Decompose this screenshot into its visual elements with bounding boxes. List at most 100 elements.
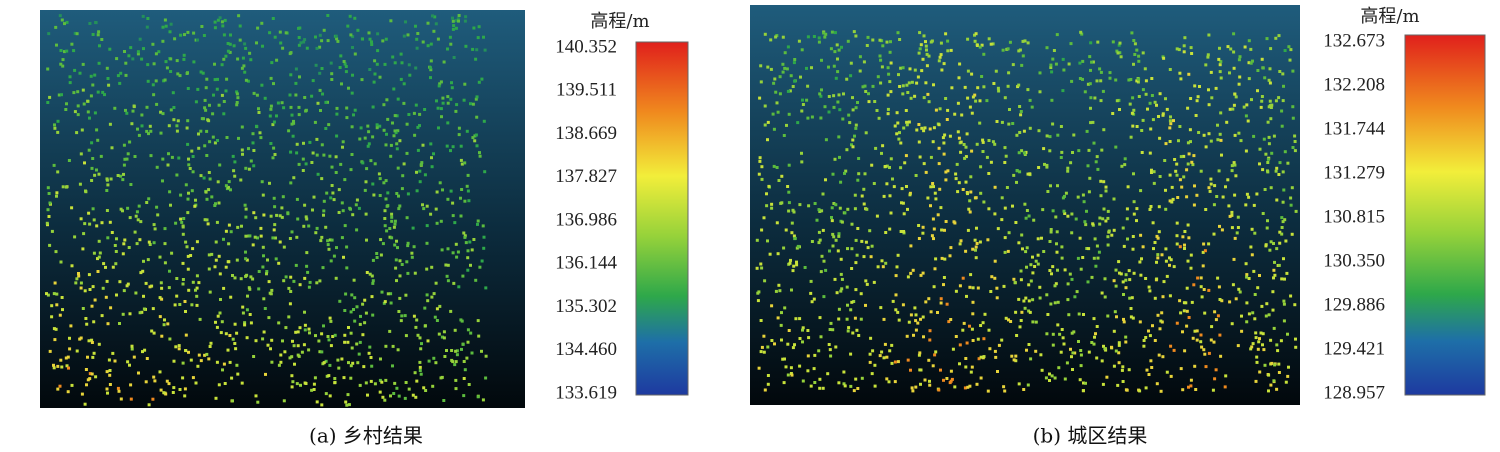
- point: [1104, 189, 1108, 193]
- point: [1190, 300, 1194, 304]
- point: [1267, 78, 1271, 82]
- point: [874, 146, 878, 150]
- point: [1280, 232, 1284, 236]
- point: [939, 53, 943, 57]
- point: [885, 355, 889, 359]
- point: [377, 172, 381, 176]
- point: [151, 307, 155, 311]
- point: [954, 172, 958, 176]
- point: [888, 50, 892, 54]
- point: [106, 183, 110, 187]
- point: [772, 164, 776, 168]
- point: [1123, 163, 1127, 167]
- point: [845, 285, 849, 289]
- point: [1232, 50, 1236, 54]
- point: [480, 349, 483, 353]
- point: [1226, 178, 1230, 182]
- point: [269, 104, 273, 108]
- point: [100, 221, 104, 225]
- point: [922, 34, 926, 38]
- point: [192, 31, 196, 35]
- point: [378, 194, 382, 197]
- point: [885, 164, 889, 168]
- point: [755, 266, 759, 270]
- point: [48, 243, 52, 247]
- point: [1099, 194, 1103, 198]
- point: [876, 75, 880, 79]
- point: [1105, 375, 1109, 379]
- point: [290, 230, 294, 234]
- point: [837, 93, 841, 97]
- point: [1117, 98, 1121, 102]
- point: [241, 152, 244, 156]
- point: [873, 384, 877, 388]
- point: [975, 382, 979, 386]
- point: [1187, 152, 1191, 156]
- point: [290, 113, 294, 117]
- point: [326, 243, 330, 247]
- point: [481, 398, 485, 402]
- point: [122, 172, 125, 176]
- point: [421, 203, 424, 207]
- point: [889, 90, 893, 94]
- point: [386, 117, 390, 121]
- point: [1179, 155, 1183, 159]
- point: [1181, 388, 1185, 392]
- point: [456, 250, 460, 254]
- point: [798, 364, 802, 368]
- point: [957, 136, 961, 140]
- point: [1289, 203, 1293, 207]
- point: [426, 299, 430, 303]
- point: [760, 228, 764, 232]
- point: [273, 153, 277, 156]
- point: [899, 141, 903, 145]
- point: [73, 235, 77, 239]
- point: [391, 121, 394, 125]
- point: [929, 185, 933, 189]
- point: [1256, 69, 1260, 72]
- point: [206, 118, 210, 122]
- point: [97, 239, 101, 243]
- point: [1233, 163, 1237, 167]
- point: [384, 378, 388, 382]
- point: [1031, 298, 1035, 302]
- point: [295, 142, 299, 146]
- point: [284, 275, 288, 279]
- point: [1267, 389, 1270, 393]
- point: [124, 108, 127, 112]
- point: [211, 112, 215, 116]
- point: [1275, 166, 1279, 170]
- point: [210, 195, 214, 199]
- point: [1193, 364, 1197, 368]
- point: [302, 343, 306, 347]
- point: [846, 329, 850, 333]
- point: [838, 206, 842, 210]
- point: [864, 131, 868, 135]
- point: [1197, 131, 1201, 134]
- point: [294, 263, 298, 267]
- point: [271, 123, 275, 127]
- point: [773, 77, 777, 81]
- point: [178, 74, 182, 78]
- point: [67, 159, 71, 162]
- point: [126, 206, 130, 210]
- point: [407, 113, 411, 116]
- point: [254, 216, 258, 220]
- point: [1215, 195, 1219, 198]
- point: [1172, 348, 1176, 352]
- point: [1069, 347, 1072, 351]
- point: [215, 360, 219, 364]
- point: [455, 255, 459, 259]
- point: [340, 357, 344, 361]
- point: [219, 331, 223, 335]
- point: [1181, 235, 1185, 239]
- point: [232, 44, 236, 48]
- point: [181, 278, 185, 281]
- point: [257, 287, 261, 291]
- point: [1182, 50, 1186, 54]
- point: [415, 318, 419, 322]
- point: [297, 354, 301, 358]
- point: [1277, 362, 1281, 366]
- point: [227, 242, 231, 246]
- point: [439, 219, 443, 223]
